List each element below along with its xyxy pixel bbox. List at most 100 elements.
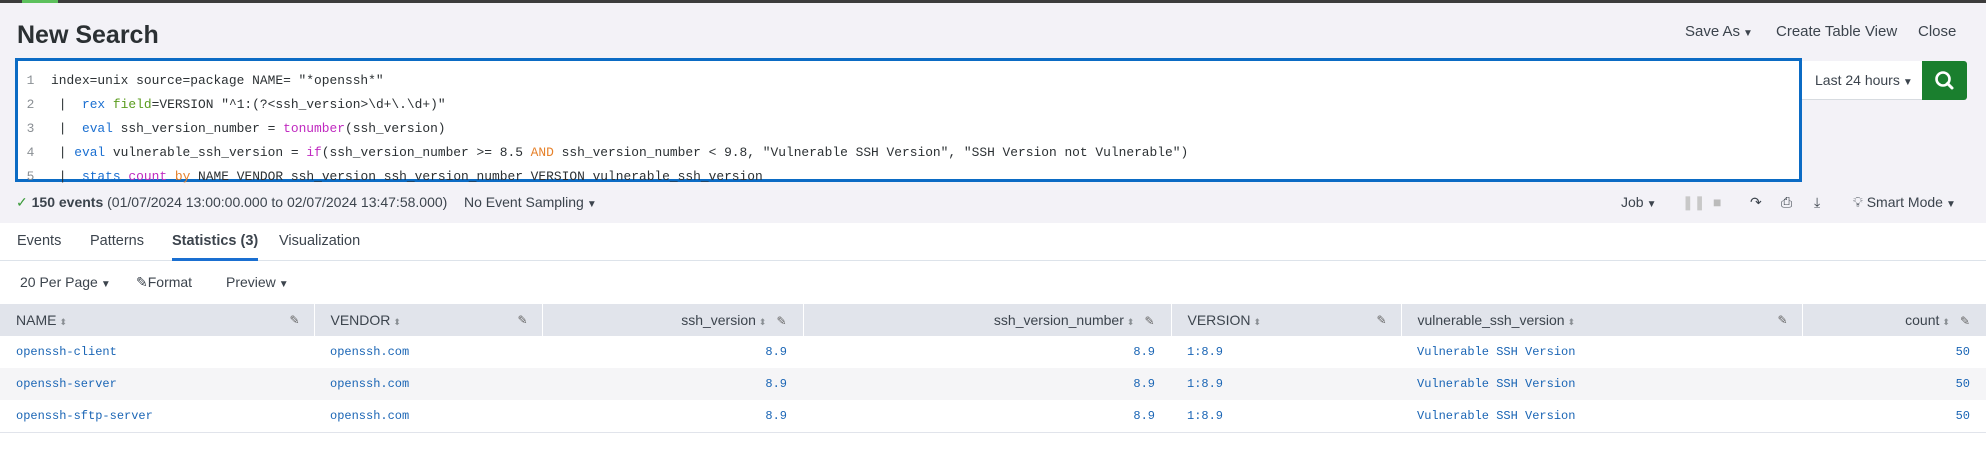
print-icon[interactable]: ⎙ [1781, 194, 1793, 210]
query-line: 3 | eval ssh_version_number = tonumber(s… [18, 117, 446, 141]
column-header[interactable]: count ⬍ ✎ [1801, 304, 1986, 336]
tab-events[interactable]: Events [17, 233, 62, 249]
edit-column-icon[interactable]: ✎ [776, 314, 787, 328]
table-cell[interactable]: Vulnerable SSH Version [1401, 400, 1802, 433]
table-cell[interactable]: 8.9 [803, 400, 1171, 433]
caret-down-icon: ▼ [100, 279, 111, 290]
search-input[interactable]: 1 index=unix source=package NAME= "*opens… [15, 58, 1802, 184]
column-label: ssh_version [681, 312, 756, 328]
edit-column-icon[interactable]: ✎ [1376, 313, 1387, 327]
table-cell[interactable]: 8.9 [1133, 345, 1155, 359]
line-number: 1 [26, 73, 35, 88]
create-table-view-button[interactable]: Create Table View [1776, 23, 1898, 40]
edit-column-icon[interactable]: ✎ [1777, 313, 1788, 327]
table-cell[interactable]: openssh.com [330, 345, 410, 359]
column-label: VERSION [1187, 312, 1251, 328]
column-header[interactable]: vulnerable_ssh_version ⬍ ✎ [1400, 304, 1802, 336]
query-text: | stats count by NAME VENDOR ssh_version… [43, 169, 763, 184]
table-cell[interactable]: 8.9 [542, 400, 803, 433]
table-cell[interactable]: 50 [1802, 400, 1986, 433]
check-icon: ✓ [16, 194, 28, 210]
table-cell[interactable]: 1:8.9 [1171, 400, 1401, 433]
table-cell[interactable]: openssh-client [16, 345, 117, 359]
query-token: (ssh_version_number >= 8.5 [321, 145, 531, 160]
sort-icon[interactable]: ⬍ [393, 317, 401, 327]
table-row: openssh-server openssh.com 8.9 8.9 1:8.9 Vuln… [0, 368, 1986, 400]
format-button[interactable]: ✎Format [136, 274, 192, 291]
query-token: | [51, 145, 75, 160]
event-sampling-menu[interactable]: No Event Sampling ▼ [464, 194, 597, 210]
query-token: (ssh_version) [344, 121, 446, 136]
table-cell[interactable]: Vulnerable SSH Version [1401, 368, 1802, 400]
query-token: by [174, 169, 191, 184]
tab-visualization[interactable]: Visualization [279, 233, 361, 249]
caret-down-icon: ▼ [1902, 77, 1913, 88]
table-cell[interactable]: 1:8.9 [1171, 368, 1401, 400]
table-cell[interactable]: 8.9 [803, 368, 1171, 400]
caret-down-icon: ▼ [1945, 199, 1956, 210]
query-token: | [51, 121, 82, 136]
table-cell[interactable]: openssh-sftp-server [0, 400, 314, 433]
query-token [105, 97, 113, 112]
line-number: 5 [26, 169, 35, 184]
column-header[interactable]: ssh_version ⬍ ✎ [541, 304, 803, 336]
column-header[interactable]: VERSION ⬍ ✎ [1170, 304, 1401, 336]
event-range: (01/07/2024 13:00:00.000 to 02/07/2024 1… [107, 194, 448, 210]
save-as-menu[interactable]: Save As ▼ [1685, 23, 1753, 40]
column-label: vulnerable_ssh_version [1417, 312, 1565, 328]
sort-icon[interactable]: ⬍ [1126, 317, 1135, 327]
search-icon [1935, 71, 1954, 90]
edit-column-icon[interactable]: ✎ [289, 313, 300, 327]
export-icon[interactable]: ⤓ [1814, 194, 1821, 210]
edit-column-icon[interactable]: ✎ [1144, 314, 1155, 328]
tab-patterns[interactable]: Patterns [90, 233, 144, 249]
per-page-label: 20 Per Page [20, 274, 98, 290]
table-cell[interactable]: Vulnerable SSH Version [1417, 345, 1576, 359]
column-header[interactable]: NAME ⬍ ✎ [0, 304, 314, 336]
format-label: Format [147, 274, 193, 290]
query-token: index=unix source=package NAME= "*openss… [51, 73, 384, 88]
event-status: ✓ 150 events (01/07/2024 13:00:00.000 to… [16, 194, 447, 211]
caret-down-icon: ▼ [278, 279, 289, 290]
sort-icon[interactable]: ⬍ [1942, 317, 1950, 327]
sort-icon[interactable]: ⬍ [1567, 317, 1576, 327]
query-token: if [306, 145, 322, 160]
edit-column-icon[interactable]: ✎ [1959, 314, 1970, 328]
close-button[interactable]: Close [1918, 23, 1957, 40]
table-cell[interactable]: 8.9 [765, 345, 787, 359]
table-cell[interactable]: openssh.com [314, 368, 542, 400]
column-header[interactable]: VENDOR ⬍ ✎ [313, 304, 542, 336]
query-token: ssh_version_number = [112, 121, 284, 136]
query-line: 1 index=unix source=package NAME= "*opens… [18, 69, 384, 93]
table-cell[interactable]: openssh-server [0, 368, 314, 400]
query-text: | rex field=VERSION "^1:(?<ssh_version>\… [43, 97, 446, 112]
sort-icon[interactable]: ⬍ [758, 317, 767, 327]
table-cell[interactable]: 1:8.9 [1187, 345, 1224, 359]
table-cell[interactable]: 8.9 [542, 368, 803, 400]
column-header[interactable]: ssh_version_number ⬍ ✎ [802, 304, 1171, 336]
pause-icon[interactable]: ❚❚ [1682, 194, 1706, 210]
table-row: openssh-sftp-server openssh.com 8.9 8.9 1:8.… [0, 400, 1986, 433]
preview-menu[interactable]: Preview ▼ [226, 274, 289, 290]
table-cell[interactable]: openssh.com [314, 400, 542, 433]
search-button[interactable] [1922, 61, 1967, 100]
sort-icon[interactable]: ⬍ [59, 317, 67, 327]
share-icon[interactable]: ↷ [1750, 194, 1762, 210]
top-bar [0, 0, 1986, 3]
sort-icon[interactable]: ⬍ [1253, 317, 1262, 327]
column-label: NAME [16, 312, 57, 328]
query-token: count [128, 169, 168, 184]
time-range-picker[interactable]: Last 24 hours ▼ [1802, 61, 1922, 100]
event-sampling-label: No Event Sampling [464, 194, 584, 210]
per-page-menu[interactable]: 20 Per Page ▼ [20, 274, 111, 290]
stop-icon[interactable]: ■ [1713, 194, 1722, 210]
tab-statistics[interactable]: Statistics (3) [172, 233, 259, 261]
page-title: New Search [17, 21, 159, 49]
query-token: NAME VENDOR ssh_version ssh_version_numb… [190, 169, 763, 184]
job-menu[interactable]: Job ▼ [1621, 194, 1656, 210]
table-cell[interactable]: 50 [1802, 368, 1986, 400]
search-mode-menu[interactable]: 💡︎ Smart Mode ▼ [1853, 194, 1956, 211]
caret-down-icon: ▼ [1743, 28, 1753, 39]
table-cell[interactable]: 50 [1955, 345, 1970, 359]
edit-column-icon[interactable]: ✎ [517, 313, 528, 327]
